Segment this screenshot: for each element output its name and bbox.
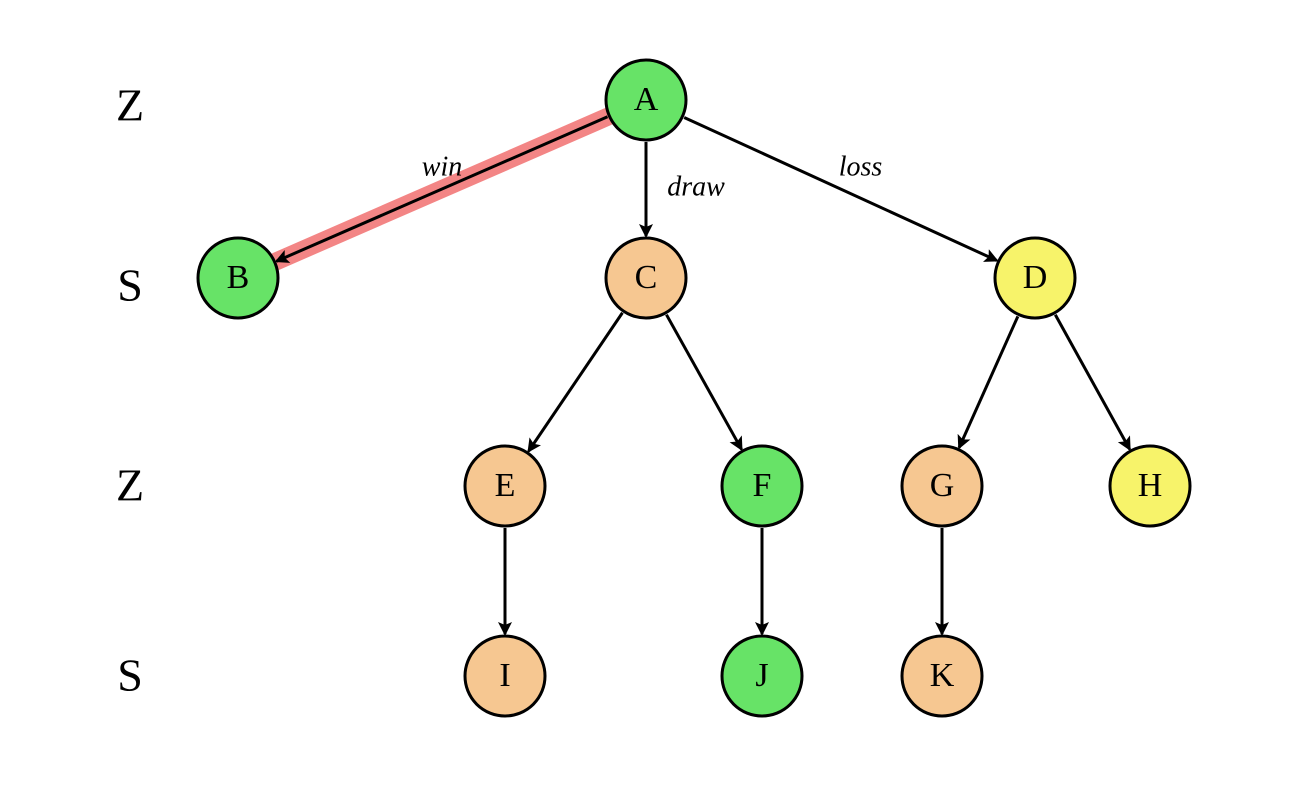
node-F: F [722, 446, 802, 526]
node-C: C [606, 238, 686, 318]
node-label: A [634, 81, 659, 118]
node-B: B [198, 238, 278, 318]
node-K: K [902, 636, 982, 716]
node-I: I [465, 636, 545, 716]
node-D: D [995, 238, 1075, 318]
node-label: B [227, 259, 250, 296]
node-G: G [902, 446, 982, 526]
row-label: S [117, 260, 143, 311]
edge-A-B [276, 117, 607, 261]
node-label: J [755, 657, 768, 694]
edge-C-E [529, 313, 623, 451]
node-A: A [606, 60, 686, 140]
edge-D-H [1055, 315, 1129, 449]
nodes: A B C D E F G H I J K [198, 60, 1190, 716]
node-label: G [930, 467, 955, 504]
edge-label: win [422, 151, 462, 182]
node-J: J [722, 636, 802, 716]
node-H: H [1110, 446, 1190, 526]
row-labels: Z S Z S [116, 80, 144, 701]
row-label: Z [116, 460, 144, 511]
node-label: F [753, 467, 772, 504]
node-label: D [1023, 259, 1048, 296]
edge-D-G [959, 316, 1018, 447]
node-label: C [635, 259, 658, 296]
row-label: Z [116, 80, 144, 131]
edge-label: draw [667, 171, 725, 202]
edge-A-D [684, 117, 997, 260]
edges: win draw loss [276, 117, 1129, 634]
edge-label: loss [839, 151, 883, 182]
node-label: H [1138, 467, 1163, 504]
node-E: E [465, 446, 545, 526]
node-label: K [930, 657, 955, 694]
edge-C-F [666, 315, 741, 450]
game-tree-diagram: Z S Z Swin draw loss A B C D E F G H I J K [0, 0, 1292, 806]
node-label: I [499, 657, 510, 694]
row-label: S [117, 650, 143, 701]
node-label: E [495, 467, 516, 504]
